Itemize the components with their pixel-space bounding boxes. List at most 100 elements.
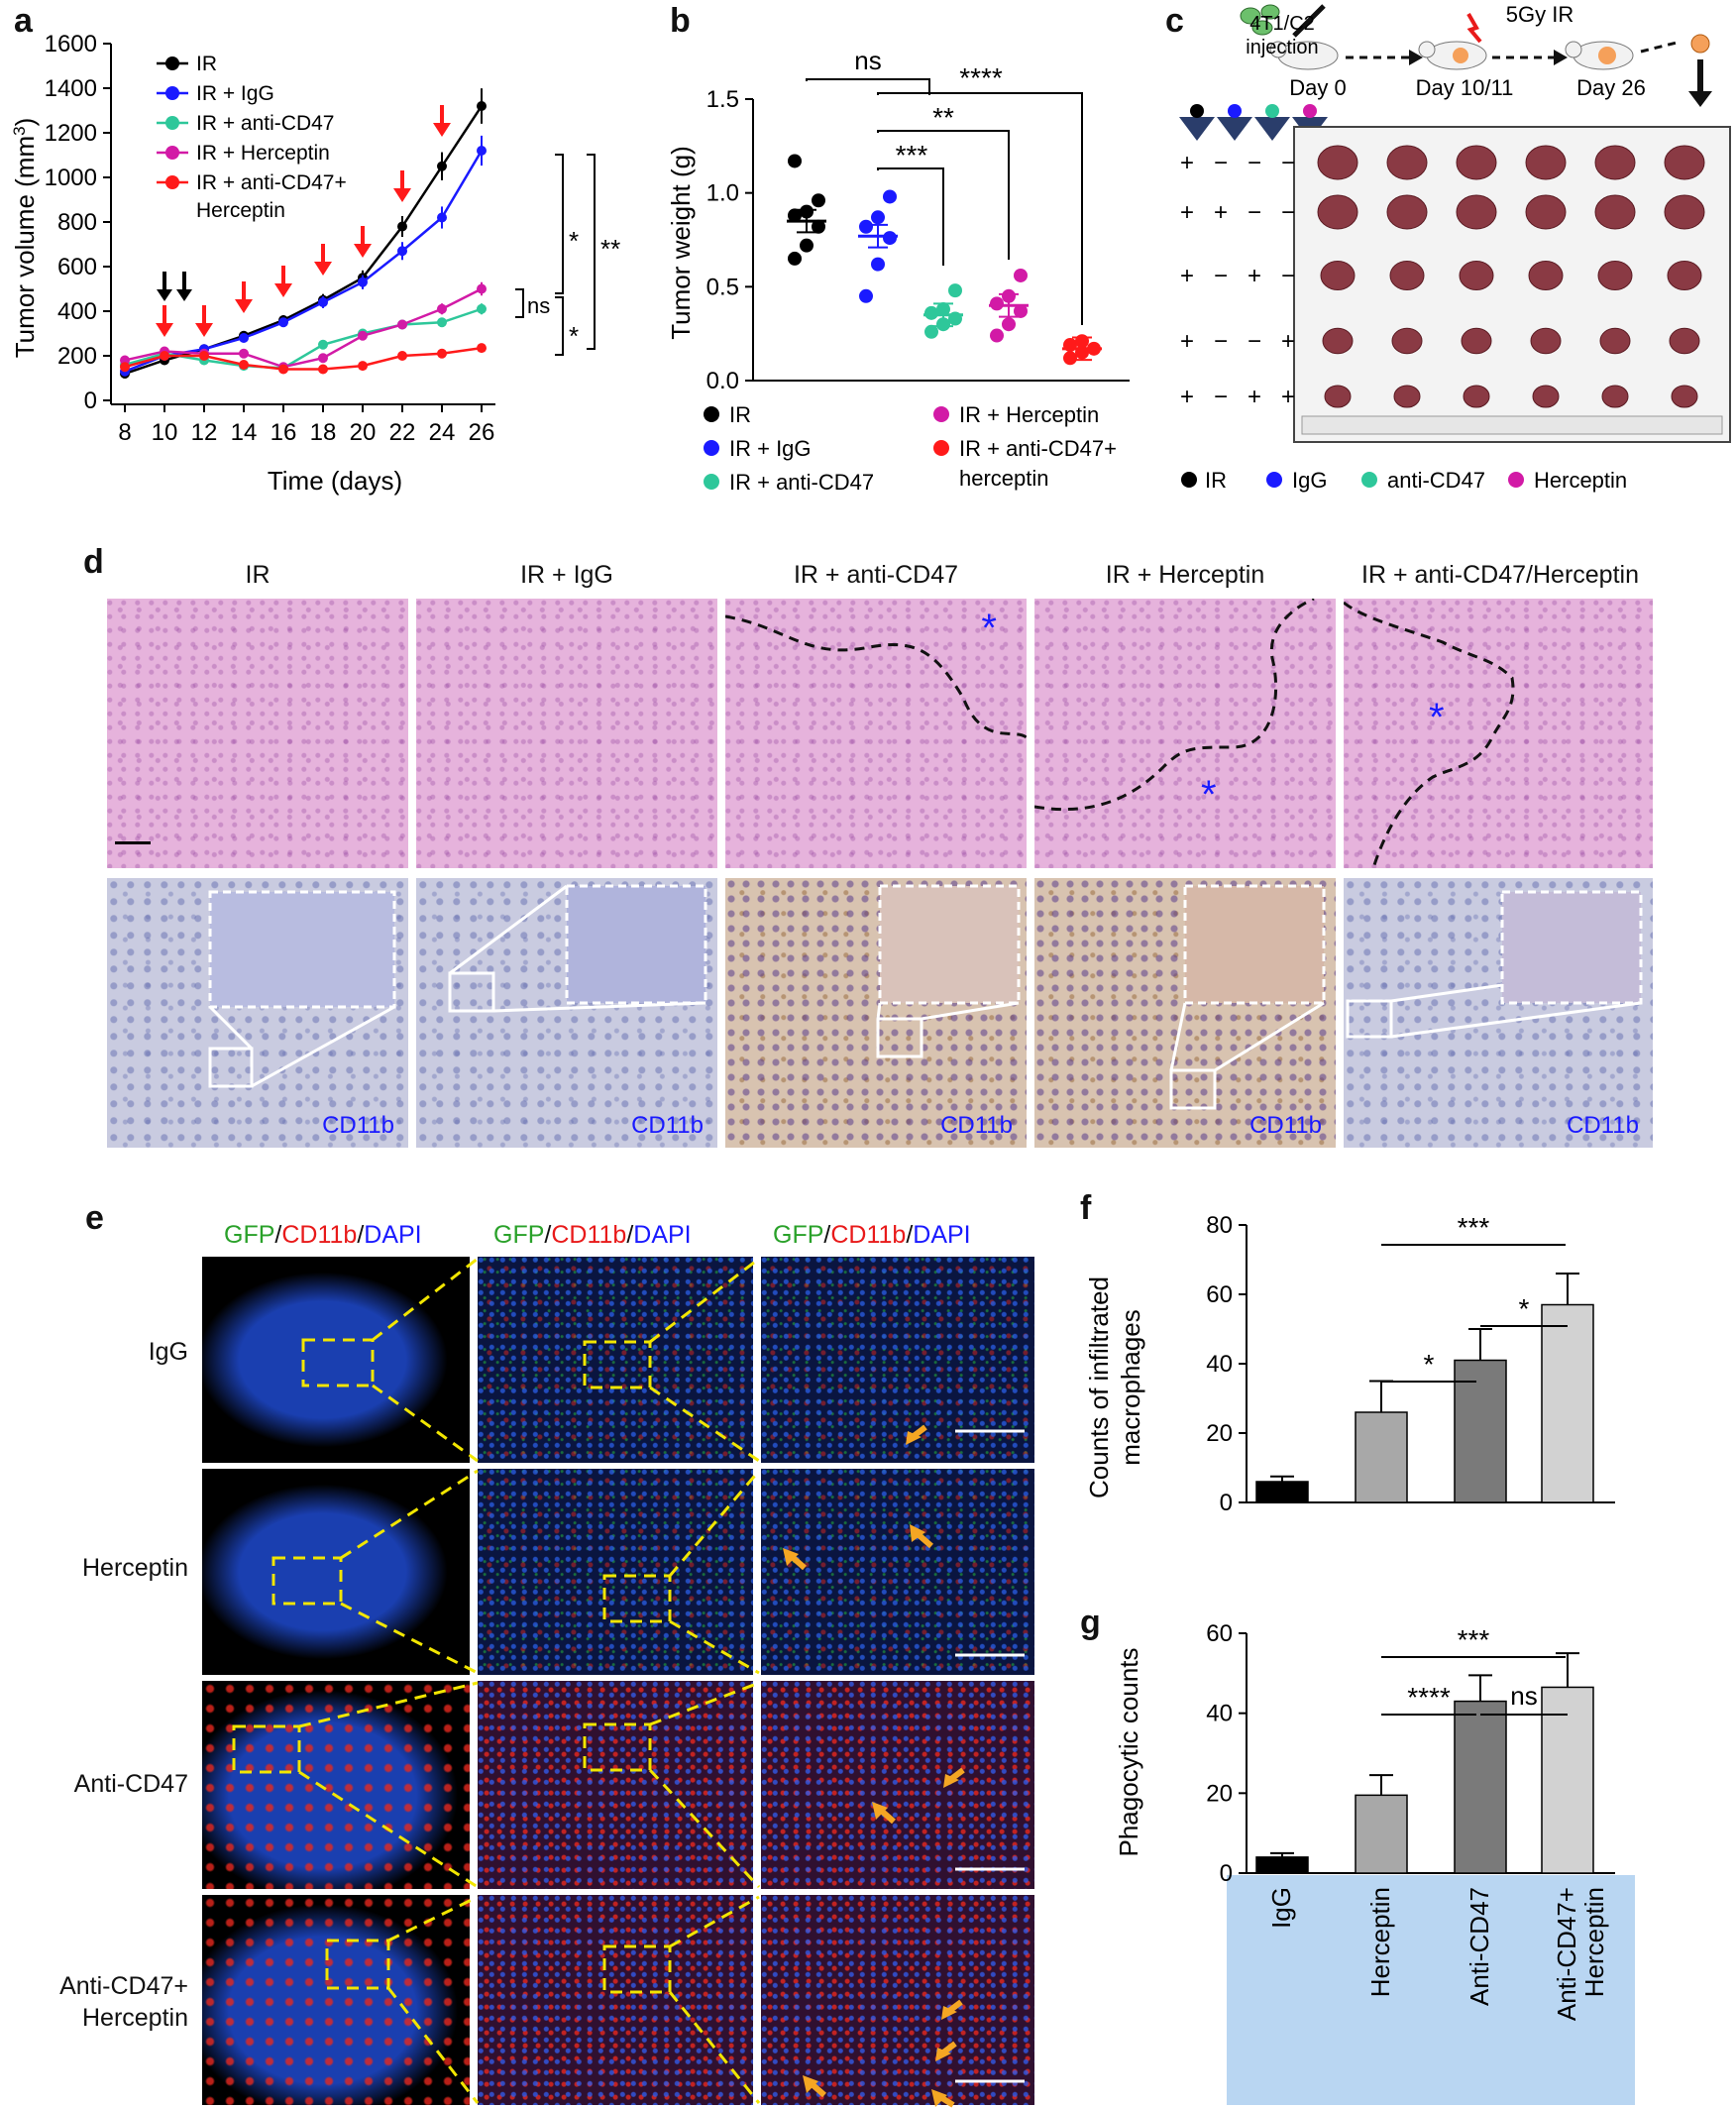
chart-b-brackets bbox=[806, 78, 1083, 325]
sig-f-2: * bbox=[1424, 1349, 1435, 1380]
legend-a-herceptin: IR + Herceptin bbox=[196, 142, 330, 165]
xtick-label: 18 bbox=[310, 419, 337, 446]
sig-f-3: * bbox=[1519, 1293, 1530, 1324]
scatter-point bbox=[812, 193, 825, 208]
data-point bbox=[120, 362, 130, 373]
tumor bbox=[1456, 194, 1497, 230]
xlabel-background bbox=[1227, 1875, 1635, 2105]
cd11b-label: CD11b bbox=[1567, 1112, 1639, 1139]
bar-0 bbox=[1255, 1481, 1309, 1503]
sig-g-2: **** bbox=[1407, 1682, 1451, 1713]
tumor bbox=[1317, 194, 1358, 230]
treatment-sign: − bbox=[1281, 199, 1295, 226]
xtick-label: 24 bbox=[429, 419, 456, 446]
treatment-sign: − bbox=[1214, 263, 1228, 289]
ytick-label: 40 bbox=[1206, 1701, 1233, 1727]
d-header-5: IR + anti-CD47/Herceptin bbox=[1361, 561, 1639, 589]
ytick-label: 1.0 bbox=[706, 180, 739, 207]
svg-text:Herceptin: Herceptin bbox=[1534, 468, 1627, 493]
svg-text:Anti-CD47+: Anti-CD47+ bbox=[1552, 1887, 1581, 2021]
red-arrow-head bbox=[433, 123, 451, 137]
chart-a-ylabel: Tumor volume (mm3) bbox=[10, 118, 41, 359]
tumor bbox=[1322, 327, 1354, 355]
svg-text:IR + anti-CD47: IR + anti-CD47 bbox=[729, 470, 874, 495]
treatment-sign: + bbox=[1248, 263, 1261, 289]
bar-2 bbox=[1454, 1700, 1507, 1874]
panel-label-g: g bbox=[1080, 1604, 1101, 1641]
tumor bbox=[1456, 145, 1497, 180]
tumor bbox=[1461, 327, 1492, 355]
scatter-point bbox=[924, 324, 938, 339]
scatter-point bbox=[871, 210, 885, 225]
ytick-label: 200 bbox=[57, 343, 97, 370]
ytick-label: 60 bbox=[1206, 1281, 1233, 1308]
fluo-herceptin-high bbox=[761, 1469, 1034, 1675]
fluo-herceptin-mid bbox=[478, 1469, 753, 1675]
ytick-label: 60 bbox=[1206, 1620, 1233, 1647]
chart-b: 0.0 0.5 1.0 1.5 Tumor weight (g) ns **** **… bbox=[666, 46, 1130, 495]
d-header-4: IR + Herceptin bbox=[1105, 561, 1265, 589]
fluo-combo-low bbox=[202, 1895, 470, 2105]
data-point bbox=[437, 348, 447, 359]
ytick-label: 1400 bbox=[45, 75, 97, 102]
svg-text:anti-CD47: anti-CD47 bbox=[1387, 468, 1485, 493]
sig-b-3star: *** bbox=[896, 140, 928, 170]
treatment-sign: + bbox=[1214, 199, 1228, 226]
xtick-label: 14 bbox=[231, 419, 258, 446]
data-point bbox=[239, 360, 249, 370]
scatter-point bbox=[859, 219, 873, 234]
svg-text:Anti-CD47: Anti-CD47 bbox=[1465, 1887, 1494, 2006]
e-row-combo-2: Herceptin bbox=[82, 2004, 188, 2032]
tumor bbox=[1389, 261, 1425, 290]
chart-g-ylabel: Phagocytic counts bbox=[1114, 1647, 1143, 1856]
chart-a: 0 200 400 600 800 1000 1200 1400 1600 8 10 12 14 16 18… bbox=[10, 31, 621, 496]
scatter-point bbox=[883, 189, 897, 204]
cell-injection-icon bbox=[1240, 4, 1326, 38]
tumor-photo bbox=[1293, 126, 1731, 443]
xtick-label: 10 bbox=[152, 419, 178, 446]
label-5gy: 5Gy IR bbox=[1506, 2, 1573, 27]
treatment-sign: − bbox=[1248, 328, 1261, 355]
ihc-image-ir: CD11b bbox=[107, 878, 408, 1148]
panel-label-c: c bbox=[1165, 2, 1184, 40]
ytick-label: 1200 bbox=[45, 120, 97, 147]
tumor bbox=[1525, 194, 1567, 230]
scatter-point bbox=[788, 251, 802, 266]
data-point bbox=[239, 348, 249, 359]
e-row-combo: Anti-CD47+ bbox=[59, 1972, 188, 2000]
fluo-antiCD47-mid bbox=[478, 1681, 753, 1889]
label-4t1c2: 4T1/C2 bbox=[1249, 13, 1315, 35]
xtick-label: 26 bbox=[469, 419, 495, 446]
he-image-ir bbox=[107, 599, 408, 868]
svg-text:IgG: IgG bbox=[1292, 468, 1327, 493]
tumor bbox=[1599, 327, 1631, 355]
scatter-point bbox=[1014, 303, 1028, 318]
svg-text:IgG: IgG bbox=[1266, 1887, 1296, 1929]
treatment-sign: − bbox=[1281, 150, 1295, 176]
data-point bbox=[278, 364, 288, 375]
star-marker: * bbox=[1201, 773, 1217, 817]
red-arrow-head bbox=[274, 283, 292, 297]
e-row-igg: IgG bbox=[148, 1338, 188, 1366]
svg-text:IR + Herceptin: IR + Herceptin bbox=[959, 402, 1099, 427]
mouse-icon-1 bbox=[1269, 41, 1339, 70]
treatment-sign: + bbox=[1248, 384, 1261, 410]
label-day26: Day 26 bbox=[1576, 75, 1646, 100]
ytick-label: 0.5 bbox=[706, 274, 739, 300]
chart-g-xlabels: IgG Herceptin Anti-CD47 Anti-CD47+ Herce… bbox=[1266, 1887, 1609, 2021]
e-header-3: GFP/CD11b/DAPI bbox=[773, 1221, 971, 1249]
black-arrow-head bbox=[176, 289, 192, 301]
xtick-label: 20 bbox=[350, 419, 377, 446]
he-image-igg bbox=[416, 599, 717, 868]
d-header-1: IR bbox=[245, 561, 271, 589]
xtick-label: 12 bbox=[191, 419, 218, 446]
sig-g-1: *** bbox=[1458, 1624, 1490, 1655]
sig-g-3: ns bbox=[1510, 1681, 1537, 1711]
xtick-label: 8 bbox=[118, 419, 131, 446]
ytick-label: 600 bbox=[57, 254, 97, 280]
ytick-label: 800 bbox=[57, 209, 97, 236]
sig-a-1: * bbox=[569, 226, 579, 256]
series-line-3 bbox=[124, 287, 483, 369]
ytick-label: 1.5 bbox=[706, 86, 739, 113]
data-point bbox=[358, 330, 368, 341]
